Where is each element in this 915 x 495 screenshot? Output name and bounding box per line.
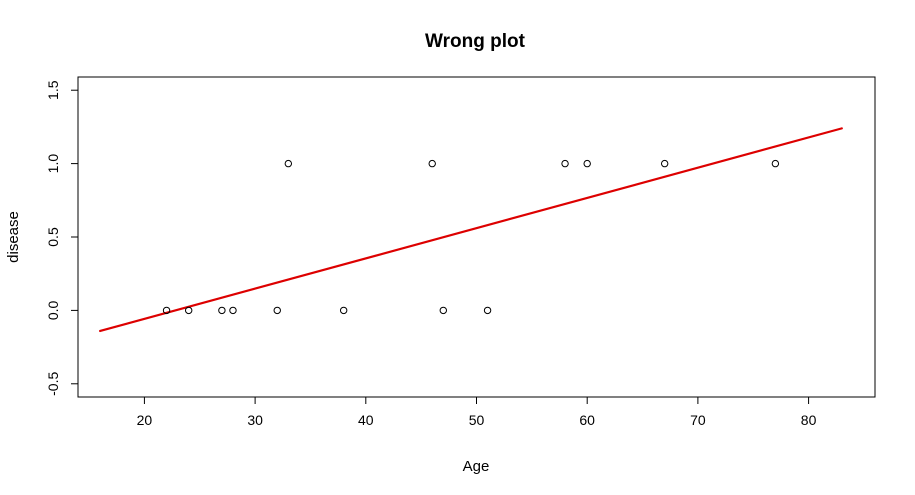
x-tick-label: 60 [579, 412, 595, 428]
data-points [162, 159, 780, 315]
data-point [483, 306, 492, 315]
data-point [184, 306, 193, 315]
y-tick-label: -0.5 [45, 372, 61, 396]
y-axis: -0.5 0.0 0.5 1.0 1.5 [45, 80, 79, 396]
x-axis-label: Age [463, 458, 490, 475]
data-point [162, 306, 171, 315]
x-tick-label: 70 [690, 412, 706, 428]
plot-frame [77, 76, 876, 398]
x-tick-label: 50 [469, 412, 485, 428]
chart-title: Wrong plot [425, 31, 526, 52]
y-tick-label: 1.0 [45, 154, 61, 174]
regression-line-layer [99, 127, 843, 333]
data-point [771, 159, 780, 168]
y-tick-label: 0.5 [45, 227, 61, 247]
data-point [660, 159, 669, 168]
x-tick-label: 80 [801, 412, 817, 428]
data-point [339, 306, 348, 315]
x-tick-label: 20 [137, 412, 153, 428]
data-point [218, 306, 226, 315]
data-point [583, 159, 591, 168]
x-tick-label: 40 [358, 412, 374, 428]
data-point [439, 306, 447, 315]
data-point [284, 159, 293, 168]
regression-line [99, 127, 843, 333]
data-point [229, 306, 237, 315]
data-point [428, 159, 436, 168]
y-tick-label: 0.0 [45, 300, 61, 320]
y-tick-label: 1.5 [45, 80, 61, 100]
x-tick-label: 30 [247, 412, 263, 428]
data-point [273, 306, 281, 315]
x-axis: 20 30 40 50 60 70 80 [137, 396, 817, 428]
data-point [561, 159, 569, 168]
y-axis-label: disease [5, 211, 22, 263]
